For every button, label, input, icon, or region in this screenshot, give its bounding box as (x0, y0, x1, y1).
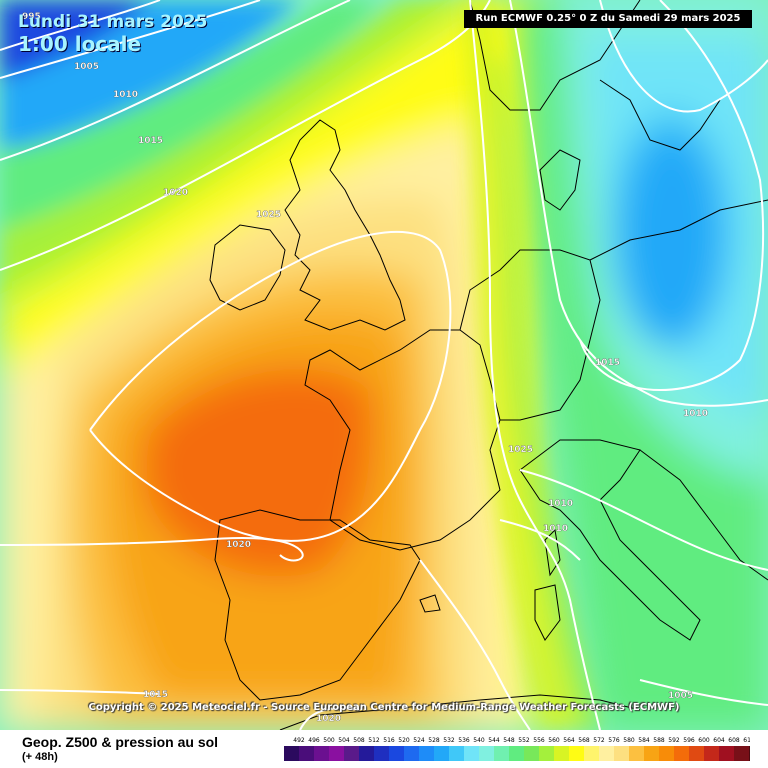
isobars (0, 0, 768, 730)
caption-bar: Geop. Z500 & pression au sol (+ 48h) 492… (0, 730, 768, 768)
isobar-label: 1020 (163, 188, 188, 198)
legend-tick-label: 496 (308, 737, 320, 744)
legend-tick-label: 540 (473, 737, 485, 744)
isobar-label: 1015 (138, 136, 163, 146)
legend-tick-label: 520 (398, 737, 410, 744)
isobar-label: 995 (22, 12, 41, 22)
legend-swatch (524, 746, 539, 761)
legend-swatch (569, 746, 584, 761)
legend-tick-label: 560 (548, 737, 560, 744)
legend-swatch (509, 746, 524, 761)
isobar-label: 1005 (74, 62, 99, 72)
legend-tick-label: 536 (458, 737, 470, 744)
legend-tick-label: 492 (293, 737, 305, 744)
legend-swatch (749, 746, 750, 761)
legend-swatch (284, 746, 299, 761)
legend-swatch (689, 746, 704, 761)
legend-tick-label: 584 (638, 737, 650, 744)
legend-tick-label: 600 (698, 737, 710, 744)
legend-tick-label: 500 (323, 737, 335, 744)
legend-tick-label: 612 (743, 737, 750, 744)
legend-swatch (614, 746, 629, 761)
isobar-labels: 995 1005 1010 1015 1020 1025 1020 1025 1… (22, 12, 708, 724)
legend-swatch (464, 746, 479, 761)
legend-swatch (314, 746, 329, 761)
legend-swatch (554, 746, 569, 761)
legend-tick-label: 528 (428, 737, 440, 744)
legend-tick-label: 608 (728, 737, 740, 744)
legend-tick-label: 544 (488, 737, 500, 744)
legend-swatch (719, 746, 734, 761)
geopotential-field: 995 1005 1010 1015 1020 1025 1020 1025 1… (0, 0, 768, 730)
legend-swatch (299, 746, 314, 761)
legend-swatch (584, 746, 599, 761)
coastlines (209, 0, 768, 730)
legend-tick-label: 556 (533, 737, 545, 744)
legend-tick-label: 568 (578, 737, 590, 744)
legend-swatch (644, 746, 659, 761)
legend-swatch (539, 746, 554, 761)
legend-swatch (344, 746, 359, 761)
legend-tick-label: 576 (608, 737, 620, 744)
legend-swatch (434, 746, 449, 761)
forecast-date: Lundi 31 mars 2025 (18, 12, 208, 32)
isobar-label: 1020 (316, 714, 341, 724)
isobar-label: 1005 (668, 691, 693, 701)
legend-tick-label: 524 (413, 737, 425, 744)
legend-swatch (659, 746, 674, 761)
legend-swatch (329, 746, 344, 761)
map-title: Geop. Z500 & pression au sol (22, 734, 219, 750)
legend-tick-label: 552 (518, 737, 530, 744)
forecast-time: 1:00 locale (18, 32, 142, 56)
legend-tick-label: 604 (713, 737, 725, 744)
legend-swatch (359, 746, 374, 761)
legend-tick-label: 580 (623, 737, 635, 744)
legend-swatch (419, 746, 434, 761)
legend-tick-label: 532 (443, 737, 455, 744)
legend-swatch (704, 746, 719, 761)
legend-tick-label: 516 (383, 737, 395, 744)
legend-swatch (599, 746, 614, 761)
legend-swatch (449, 746, 464, 761)
color-legend: 492 496 500 504 508 512 516 520 524 528 532 536 540 5… (284, 737, 750, 761)
legend-swatch (494, 746, 509, 761)
legend-tick-label: 508 (353, 737, 365, 744)
isobar-label: 1025 (508, 445, 533, 455)
copyright-notice: Copyright © 2025 Meteociel.fr - Source E… (88, 702, 680, 713)
isobar-label: 1010 (113, 90, 138, 100)
isobar-label: 1025 (256, 210, 281, 220)
legend-tick-label: 512 (368, 737, 380, 744)
legend-tick-label: 588 (653, 737, 665, 744)
weather-map: 995 1005 1010 1015 1020 1025 1020 1025 1… (0, 0, 768, 730)
legend-tick-label: 596 (683, 737, 695, 744)
legend-tick-label: 592 (668, 737, 680, 744)
isobar-label: 1015 (595, 358, 620, 368)
legend-swatch (374, 746, 389, 761)
legend-tick-label: 504 (338, 737, 350, 744)
isobar-label: 1010 (548, 499, 573, 509)
run-info-banner: Run ECMWF 0.25° 0 Z du Samedi 29 mars 20… (464, 10, 752, 28)
legend-swatch (734, 746, 749, 761)
legend-tick-label: 564 (563, 737, 575, 744)
isobar-label: 1010 (543, 524, 568, 534)
legend-tick-label: 548 (503, 737, 515, 744)
isobar-label: 1020 (226, 540, 251, 550)
legend-swatch (629, 746, 644, 761)
legend-swatch (479, 746, 494, 761)
legend-tick-label: 572 (593, 737, 605, 744)
color-shading (0, 0, 768, 730)
isobar-label: 1010 (683, 409, 708, 419)
isobar-label: 1015 (143, 690, 168, 700)
legend-swatch (389, 746, 404, 761)
forecast-range: (+ 48h) (22, 751, 58, 763)
legend-swatch (404, 746, 419, 761)
legend-swatch (674, 746, 689, 761)
